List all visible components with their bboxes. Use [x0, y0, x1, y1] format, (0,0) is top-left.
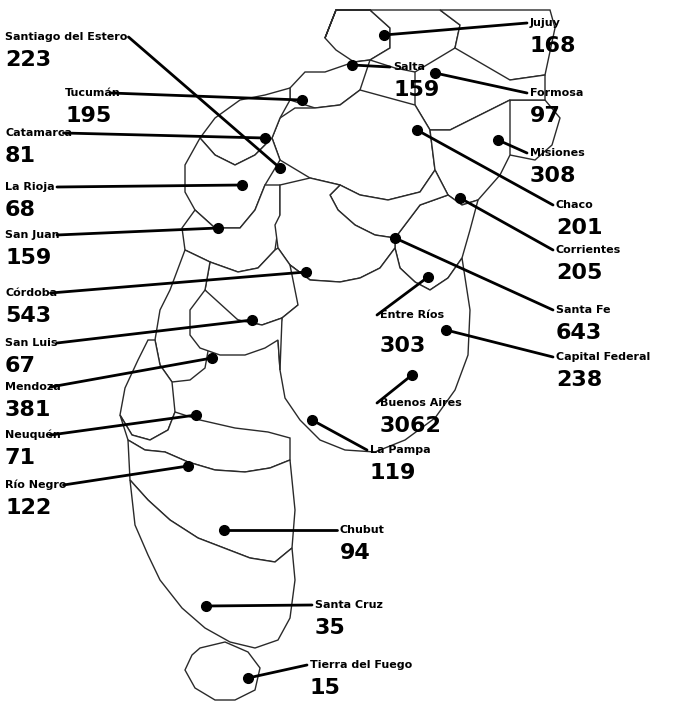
Text: 119: 119: [370, 463, 416, 483]
Text: 94: 94: [340, 543, 371, 563]
Polygon shape: [272, 90, 435, 200]
Polygon shape: [155, 250, 215, 382]
Polygon shape: [182, 185, 280, 272]
Text: Capital Federal: Capital Federal: [556, 352, 650, 362]
Text: Santa Cruz: Santa Cruz: [315, 600, 383, 610]
Text: San Luis: San Luis: [5, 338, 57, 348]
Polygon shape: [430, 100, 510, 205]
Polygon shape: [325, 10, 460, 72]
Text: 195: 195: [65, 106, 111, 126]
Text: Mendoza: Mendoza: [5, 382, 61, 392]
Polygon shape: [205, 248, 310, 325]
Text: 205: 205: [556, 263, 603, 283]
Text: 122: 122: [5, 498, 51, 518]
Text: La Pampa: La Pampa: [370, 445, 430, 455]
Text: 67: 67: [5, 356, 36, 376]
Polygon shape: [440, 10, 555, 80]
Text: Salta: Salta: [393, 62, 425, 72]
Text: 159: 159: [5, 248, 51, 268]
Text: 643: 643: [556, 323, 602, 343]
Polygon shape: [185, 642, 260, 700]
Text: 303: 303: [380, 336, 426, 356]
Text: Jujuy: Jujuy: [530, 18, 561, 28]
Text: 15: 15: [310, 678, 341, 698]
Polygon shape: [190, 290, 282, 370]
Text: 159: 159: [393, 80, 440, 100]
Text: 308: 308: [530, 166, 577, 186]
Text: 35: 35: [315, 618, 346, 638]
Polygon shape: [120, 340, 175, 440]
Polygon shape: [330, 170, 448, 238]
Text: La Rioja: La Rioja: [5, 182, 55, 192]
Polygon shape: [438, 325, 448, 335]
Text: Neuquén: Neuquén: [5, 430, 61, 441]
Text: Río Negro: Río Negro: [5, 480, 66, 491]
Polygon shape: [130, 480, 295, 648]
Polygon shape: [128, 440, 295, 562]
Text: Formosa: Formosa: [530, 88, 583, 98]
Polygon shape: [200, 88, 290, 165]
Text: Chubut: Chubut: [340, 525, 385, 535]
Polygon shape: [290, 60, 370, 108]
Polygon shape: [415, 48, 545, 130]
Polygon shape: [395, 195, 478, 290]
Text: Santa Fe: Santa Fe: [556, 305, 610, 315]
Text: Misiones: Misiones: [530, 148, 584, 158]
Polygon shape: [325, 10, 390, 62]
Text: 238: 238: [556, 370, 602, 390]
Text: Catamarca: Catamarca: [5, 128, 72, 138]
Text: Santiago del Estero: Santiago del Estero: [5, 32, 127, 42]
Polygon shape: [120, 412, 290, 472]
Text: Chaco: Chaco: [556, 200, 594, 210]
Text: 81: 81: [5, 146, 36, 166]
Text: 168: 168: [530, 36, 577, 56]
Text: San Juan: San Juan: [5, 230, 60, 240]
Text: 543: 543: [5, 306, 51, 326]
Text: 381: 381: [5, 400, 51, 420]
Polygon shape: [275, 178, 395, 282]
Text: Buenos Aires: Buenos Aires: [380, 398, 462, 408]
Text: 201: 201: [556, 218, 603, 238]
Text: Corrientes: Corrientes: [556, 245, 622, 255]
Polygon shape: [498, 100, 560, 160]
Text: 97: 97: [530, 106, 561, 126]
Text: Entre Ríos: Entre Ríos: [380, 310, 444, 320]
Text: Tierra del Fuego: Tierra del Fuego: [310, 660, 412, 670]
Polygon shape: [185, 138, 280, 228]
Text: 223: 223: [5, 50, 51, 70]
Text: 71: 71: [5, 448, 36, 468]
Text: 68: 68: [5, 200, 36, 220]
Text: Córdoba: Córdoba: [5, 288, 57, 298]
Text: 3062: 3062: [380, 416, 442, 436]
Text: Tucumán: Tucumán: [65, 88, 120, 98]
Polygon shape: [278, 248, 470, 452]
